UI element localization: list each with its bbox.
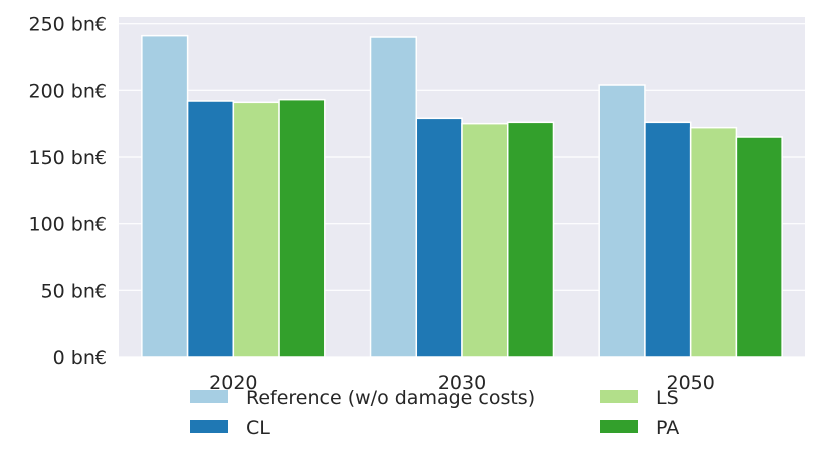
- bar-pa-2020: [278, 98, 326, 358]
- legend-label: CL: [246, 417, 270, 439]
- x-tick-label: 2050: [666, 372, 714, 394]
- bar-pa-2050: [735, 136, 783, 358]
- bar-reference-w-o-damage-costs-2050: [598, 84, 646, 358]
- legend-swatch: [190, 390, 228, 403]
- y-tick-label: 100 bn€: [29, 214, 108, 236]
- bar-pa-2030: [506, 121, 555, 358]
- bars: [141, 34, 783, 358]
- legend-label: Reference (w/o damage costs): [246, 387, 535, 409]
- legend-label: LS: [656, 387, 679, 409]
- bar-cl-2020: [186, 100, 235, 358]
- x-tick-label: 2030: [438, 372, 486, 394]
- legend-swatch: [600, 390, 638, 403]
- y-tick-label: 150 bn€: [29, 147, 108, 169]
- bar-reference-w-o-damage-costs-2020: [141, 34, 189, 358]
- y-tick-label: 0 bn€: [53, 347, 107, 369]
- x-axis-tick-labels: 2020 2030 2050: [209, 372, 715, 394]
- bar-ls-2020: [232, 101, 280, 358]
- bar-cl-2030: [415, 117, 463, 358]
- y-axis-tick-labels: 0 bn€ 50 bn€ 100 bn€ 150 bn€ 200 bn€ 250 bn€: [29, 14, 108, 369]
- legend-label: PA: [656, 417, 679, 439]
- bar-cl-2050: [644, 121, 692, 358]
- bar-ls-2050: [689, 126, 738, 358]
- y-tick-label: 50 bn€: [41, 280, 107, 302]
- legend: Reference (w/o damage costs) CL LS PA: [190, 387, 679, 439]
- bar-reference-w-o-damage-costs-2030: [369, 36, 418, 358]
- legend-swatch: [600, 420, 638, 433]
- x-tick-label: 2020: [209, 372, 257, 394]
- y-tick-label: 250 bn€: [29, 14, 108, 36]
- y-tick-label: 200 bn€: [29, 80, 108, 102]
- legend-swatch: [190, 420, 228, 433]
- bar-ls-2030: [461, 122, 509, 358]
